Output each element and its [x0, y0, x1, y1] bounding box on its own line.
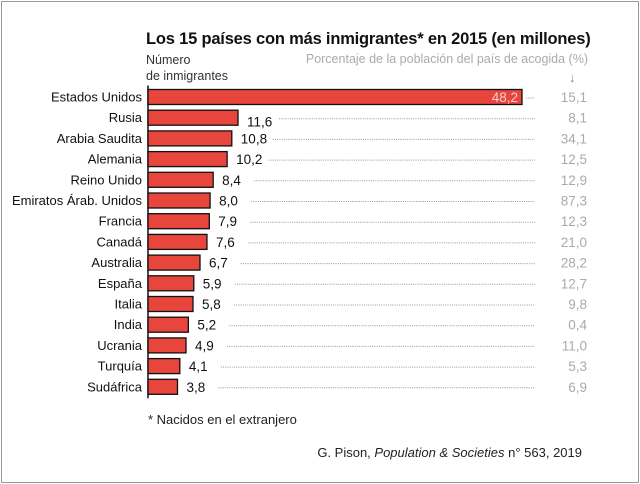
bar [147, 192, 211, 209]
bar [147, 378, 179, 395]
category-label: Reino Unido [70, 172, 142, 187]
value-label: 4,1 [189, 359, 208, 374]
bar [147, 109, 239, 126]
percent-label: 8,1 [568, 111, 587, 126]
source-journal: Population & Societies [374, 445, 505, 460]
source-prefix: G. Pison, [317, 445, 375, 460]
left-column-label: Número de inmigrantes [146, 52, 228, 84]
percent-label: 0,4 [568, 318, 587, 333]
bar [147, 357, 181, 375]
category-label: Sudáfrica [87, 379, 143, 394]
percent-label: 87,3 [561, 194, 587, 209]
value-label: 10,8 [241, 131, 267, 146]
category-label: Turquía [98, 359, 143, 374]
footnote: * Nacidos en el extranjero [148, 412, 297, 427]
value-label: 7,6 [216, 235, 235, 250]
percent-label: 5,3 [568, 359, 587, 374]
value-label: 3,8 [186, 380, 205, 395]
value-label: 8,0 [219, 194, 238, 209]
percent-label: 12,3 [561, 214, 587, 229]
left-label-line2: de inmigrantes [146, 69, 228, 83]
value-label: 5,9 [203, 276, 222, 291]
bar [147, 254, 201, 271]
source-suffix: n° 563, 2019 [504, 445, 582, 460]
category-label: Emiratos Árab. Unidos [12, 193, 143, 208]
bar [147, 150, 228, 168]
value-label: 8,4 [222, 173, 241, 188]
percent-label: 12,5 [561, 152, 587, 167]
percent-label: 21,0 [561, 235, 587, 250]
value-label: 6,7 [209, 256, 228, 271]
category-label: Estados Unidos [51, 90, 143, 105]
value-label: 4,9 [195, 338, 214, 353]
percent-label: 11,0 [562, 338, 587, 353]
bar [147, 275, 195, 292]
value-label: 10,2 [236, 152, 262, 167]
bar [147, 130, 233, 147]
bar [147, 316, 189, 333]
bar [147, 233, 208, 251]
category-label: España [98, 276, 143, 291]
bar [147, 88, 523, 106]
value-label: 7,9 [218, 214, 237, 229]
bar [147, 213, 210, 230]
chart-title: Los 15 países con más inmigrantes* en 20… [146, 30, 591, 48]
value-label: 5,8 [202, 297, 221, 312]
category-label: Italia [115, 297, 143, 312]
bar [147, 171, 214, 188]
bar [147, 337, 187, 354]
percent-label: 12,7 [561, 276, 587, 291]
percent-label: 6,9 [568, 380, 587, 395]
percent-label: 34,1 [561, 131, 587, 146]
category-label: India [114, 317, 143, 332]
category-label: Rusia [109, 110, 143, 125]
percent-label: 12,9 [561, 173, 587, 188]
left-label-line1: Número [146, 53, 191, 67]
category-label: Canadá [96, 234, 142, 249]
percent-label: 15,1 [561, 90, 587, 105]
bar [147, 295, 194, 313]
source: G. Pison, Population & Societies n° 563,… [317, 445, 582, 460]
category-label: Australia [91, 255, 142, 270]
value-label: 11,6 [247, 115, 272, 130]
percent-label: 9,8 [568, 297, 587, 312]
arrow-down-icon: ↓ [569, 70, 576, 85]
category-label: Arabia Saudita [57, 131, 143, 146]
value-label: 5,2 [197, 318, 216, 333]
right-column-label: Porcentaje de la población del país de a… [305, 52, 588, 66]
category-label: Francia [99, 214, 143, 229]
value-label: 48,2 [492, 90, 518, 105]
category-label: Ucrania [97, 338, 143, 353]
category-label: Alemania [88, 152, 143, 167]
percent-label: 28,2 [561, 256, 587, 271]
